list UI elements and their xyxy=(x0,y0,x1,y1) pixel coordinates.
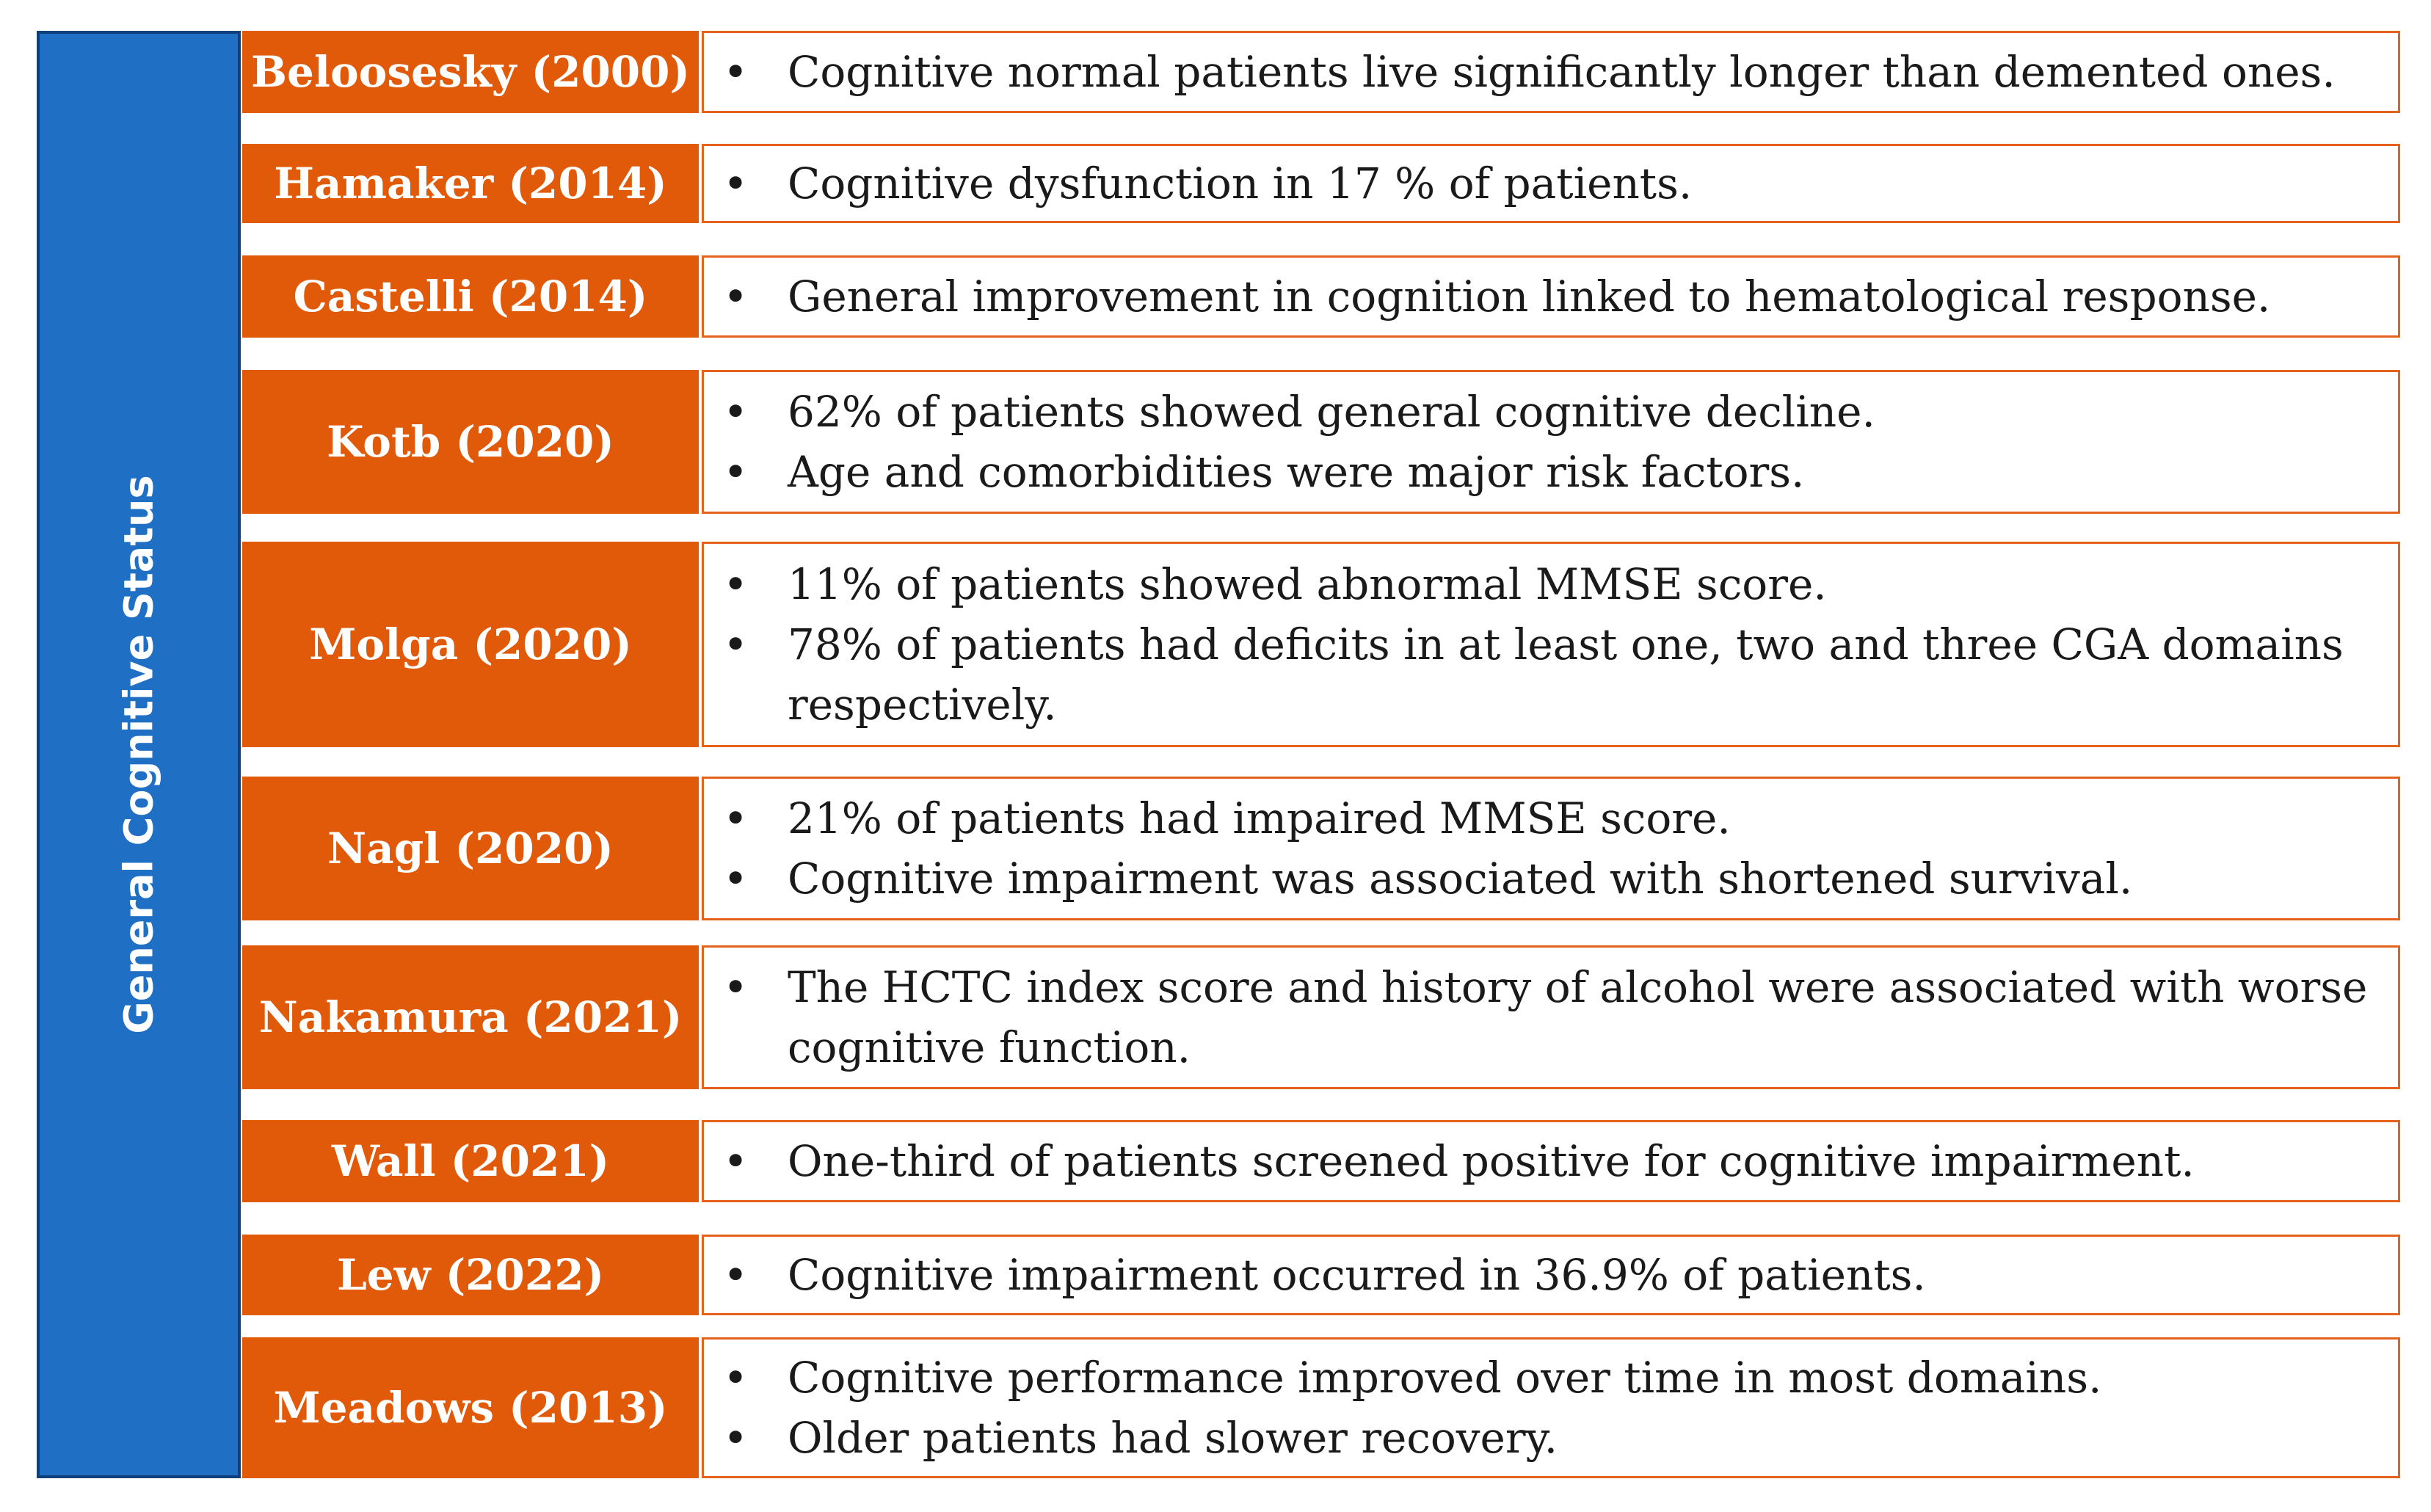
study-cell: Hamaker (2014) xyxy=(242,144,699,223)
finding-text: 11% of patients showed abnormal MMSE sco… xyxy=(788,559,1827,609)
study-cell: Meadows (2013) xyxy=(242,1337,699,1478)
bullet-icon: • xyxy=(723,1136,749,1186)
findings-cell: • Cognitive dysfunction in 17 % of patien… xyxy=(702,144,2400,223)
finding-text: Older patients had slower recovery. xyxy=(788,1413,1558,1463)
finding-text: Age and comorbidities were major risk fa… xyxy=(788,447,1805,497)
findings-cell: • One-third of patients screened positive… xyxy=(702,1120,2400,1202)
finding-item: • Cognitive performance improved over tim… xyxy=(723,1348,2376,1408)
bullet-icon: • xyxy=(723,793,749,843)
table-row: Wall (2021) • One-third of patients scree… xyxy=(242,1120,2400,1202)
bullet-icon: • xyxy=(723,272,749,321)
table-row: Meadows (2013) • Cognitive performance im… xyxy=(242,1337,2400,1478)
findings-cell: • General improvement in cognition linked… xyxy=(702,255,2400,338)
category-label: General Cognitive Status xyxy=(115,475,162,1034)
bullet-icon: • xyxy=(723,447,749,497)
bullet-icon: • xyxy=(723,159,749,208)
finding-item: • General improvement in cognition linked… xyxy=(723,266,2376,327)
finding-text: General improvement in cognition linked … xyxy=(788,272,2271,321)
finding-item: • Cognitive impairment was associated wit… xyxy=(723,848,2376,909)
study-cell: Lew (2022) xyxy=(242,1235,699,1315)
table-row: Kotb (2020) • 62% of patients showed gene… xyxy=(242,370,2400,514)
study-cell: Nakamura (2021) xyxy=(242,945,699,1089)
finding-item: • The HCTC index score and history of alc… xyxy=(723,957,2376,1077)
finding-text: 62% of patients showed general cognitive… xyxy=(788,387,1875,437)
findings-cell: • Cognitive normal patients live signific… xyxy=(702,31,2400,113)
study-cell: Wall (2021) xyxy=(242,1120,699,1202)
table-row: Nakamura (2021) • The HCTC index score an… xyxy=(242,945,2400,1089)
finding-item: • 11% of patients showed abnormal MMSE sc… xyxy=(723,554,2376,614)
study-cell: Molga (2020) xyxy=(242,542,699,747)
findings-cell: • Cognitive impairment occurred in 36.9% … xyxy=(702,1235,2400,1315)
bullet-icon: • xyxy=(723,962,749,1012)
finding-item: • Cognitive normal patients live signific… xyxy=(723,42,2376,102)
bullet-icon: • xyxy=(723,559,749,609)
study-cell: Castelli (2014) xyxy=(242,255,699,338)
table-row: Hamaker (2014) • Cognitive dysfunction in… xyxy=(242,144,2400,223)
finding-item: • 21% of patients had impaired MMSE score… xyxy=(723,788,2376,848)
table-row: Castelli (2014) • General improvement in … xyxy=(242,255,2400,338)
finding-text: The HCTC index score and history of alco… xyxy=(788,962,2368,1072)
study-cell: Beloosesky (2000) xyxy=(242,31,699,113)
bullet-icon: • xyxy=(723,619,749,669)
finding-item: • Older patients had slower recovery. xyxy=(723,1408,2376,1468)
finding-text: Cognitive dysfunction in 17 % of patient… xyxy=(788,159,1693,208)
bullet-icon: • xyxy=(723,47,749,97)
findings-cell: • 62% of patients showed general cognitiv… xyxy=(702,370,2400,514)
finding-text: Cognitive impairment occurred in 36.9% o… xyxy=(788,1250,1926,1300)
finding-text: Cognitive impairment was associated with… xyxy=(788,854,2133,904)
finding-item: • One-third of patients screened positive… xyxy=(723,1131,2376,1191)
bullet-icon: • xyxy=(723,387,749,437)
findings-cell: • 11% of patients showed abnormal MMSE sc… xyxy=(702,542,2400,747)
finding-text: Cognitive normal patients live significa… xyxy=(788,47,2336,97)
table-row: Lew (2022) • Cognitive impairment occurre… xyxy=(242,1235,2400,1315)
bullet-icon: • xyxy=(723,1353,749,1403)
table-row: Beloosesky (2000) • Cognitive normal pati… xyxy=(242,31,2400,113)
finding-text: 21% of patients had impaired MMSE score. xyxy=(788,793,1731,843)
study-cell: Nagl (2020) xyxy=(242,777,699,920)
bullet-icon: • xyxy=(723,854,749,904)
category-panel: General Cognitive Status xyxy=(37,31,241,1478)
bullet-icon: • xyxy=(723,1413,749,1463)
finding-item: • 62% of patients showed general cognitiv… xyxy=(723,382,2376,442)
bullet-icon: • xyxy=(723,1250,749,1300)
findings-cell: • 21% of patients had impaired MMSE score… xyxy=(702,777,2400,920)
table-row: Nagl (2020) • 21% of patients had impaire… xyxy=(242,777,2400,920)
finding-text: 78% of patients had deficits in at least… xyxy=(788,619,2344,730)
findings-cell: • Cognitive performance improved over tim… xyxy=(702,1337,2400,1478)
finding-item: • 78% of patients had deficits in at leas… xyxy=(723,614,2376,735)
study-cell: Kotb (2020) xyxy=(242,370,699,514)
finding-item: • Age and comorbidities were major risk f… xyxy=(723,442,2376,502)
finding-item: • Cognitive impairment occurred in 36.9% … xyxy=(723,1245,2376,1305)
findings-cell: • The HCTC index score and history of alc… xyxy=(702,945,2400,1089)
finding-item: • Cognitive dysfunction in 17 % of patien… xyxy=(723,153,2376,214)
finding-text: One-third of patients screened positive … xyxy=(788,1136,2195,1186)
finding-text: Cognitive performance improved over time… xyxy=(788,1353,2102,1403)
table-row: Molga (2020) • 11% of patients showed abn… xyxy=(242,542,2400,747)
